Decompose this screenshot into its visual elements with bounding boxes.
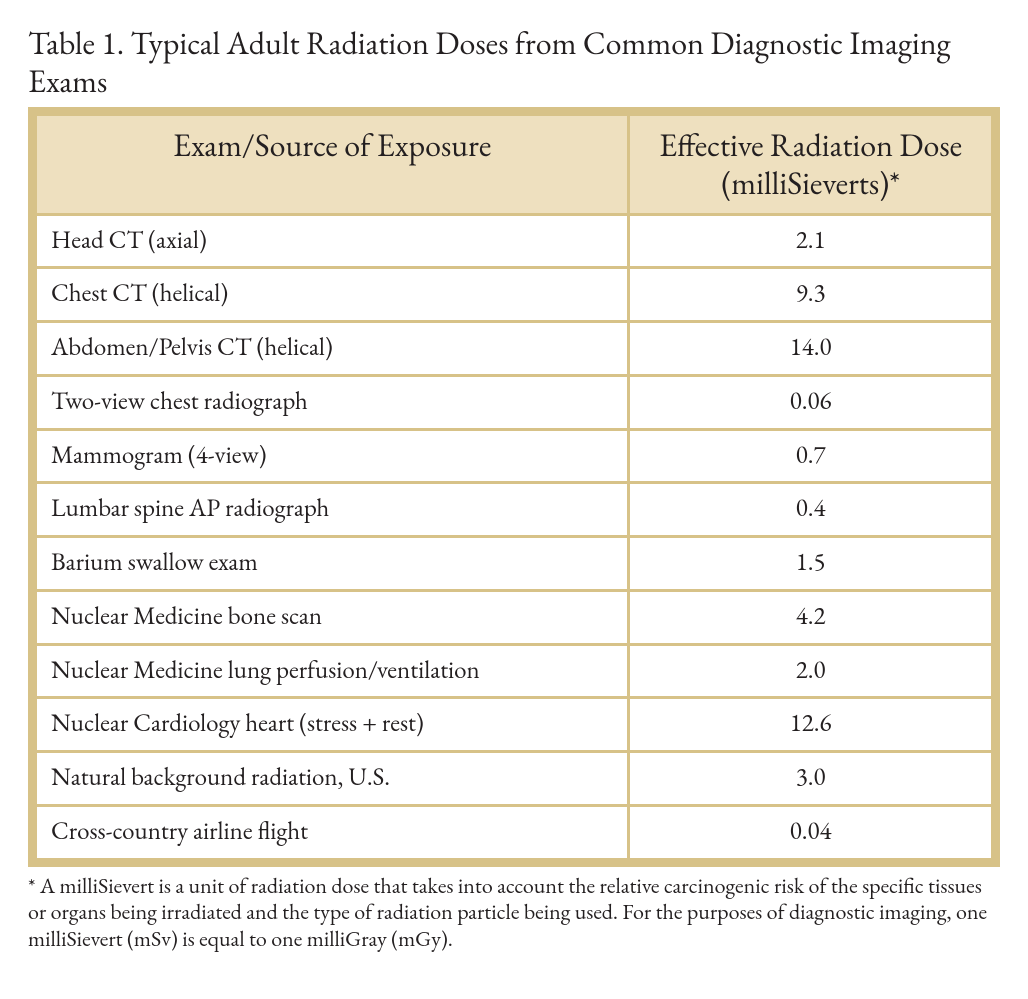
cell-dose: 2.1 bbox=[629, 214, 993, 268]
cell-dose: 3.0 bbox=[629, 752, 993, 806]
table-row: Nuclear Cardiology heart (stress + rest)… bbox=[36, 698, 993, 752]
cell-dose: 0.7 bbox=[629, 429, 993, 483]
cell-exam: Cross-country airline flight bbox=[36, 805, 629, 859]
table-row: Barium swallow exam1.5 bbox=[36, 537, 993, 591]
table-row: Natural background radiation, U.S.3.0 bbox=[36, 752, 993, 806]
cell-exam: Natural background radiation, U.S. bbox=[36, 752, 629, 806]
cell-dose: 0.06 bbox=[629, 375, 993, 429]
cell-exam: Head CT (axial) bbox=[36, 214, 629, 268]
table-row: Lumbar spine AP radiograph0.4 bbox=[36, 483, 993, 537]
cell-exam: Barium swallow exam bbox=[36, 537, 629, 591]
cell-exam: Nuclear Cardiology heart (stress + rest) bbox=[36, 698, 629, 752]
table-title: Table 1. Typical Adult Radiation Doses f… bbox=[28, 24, 1000, 101]
table-footnote: * A milliSievert is a unit of radiation … bbox=[28, 873, 1000, 953]
cell-dose: 12.6 bbox=[629, 698, 993, 752]
table-row: Abdomen/Pelvis CT (helical)14.0 bbox=[36, 322, 993, 376]
table-row: Nuclear Medicine bone scan4.2 bbox=[36, 590, 993, 644]
table-row: Two-view chest radiograph0.06 bbox=[36, 375, 993, 429]
cell-dose: 0.4 bbox=[629, 483, 993, 537]
radiation-dose-table: Exam/Source of Exposure Effective Radiat… bbox=[34, 113, 994, 861]
table-row: Head CT (axial)2.1 bbox=[36, 214, 993, 268]
cell-dose: 2.0 bbox=[629, 644, 993, 698]
table-row: Nuclear Medicine lung perfusion/ventilat… bbox=[36, 644, 993, 698]
cell-exam: Mammogram (4-view) bbox=[36, 429, 629, 483]
table-row: Mammogram (4-view)0.7 bbox=[36, 429, 993, 483]
table-outer-border: Exam/Source of Exposure Effective Radiat… bbox=[28, 107, 1000, 867]
cell-exam: Chest CT (helical) bbox=[36, 268, 629, 322]
cell-dose: 0.04 bbox=[629, 805, 993, 859]
column-header-exam: Exam/Source of Exposure bbox=[36, 114, 629, 214]
column-header-dose: Effective Radiation Dose (milliSieverts)… bbox=[629, 114, 993, 214]
cell-exam: Lumbar spine AP radiograph bbox=[36, 483, 629, 537]
cell-exam: Nuclear Medicine lung perfusion/ventilat… bbox=[36, 644, 629, 698]
cell-exam: Nuclear Medicine bone scan bbox=[36, 590, 629, 644]
cell-exam: Abdomen/Pelvis CT (helical) bbox=[36, 322, 629, 376]
cell-dose: 1.5 bbox=[629, 537, 993, 591]
table-header-row: Exam/Source of Exposure Effective Radiat… bbox=[36, 114, 993, 214]
table-row: Chest CT (helical)9.3 bbox=[36, 268, 993, 322]
cell-dose: 9.3 bbox=[629, 268, 993, 322]
cell-dose: 4.2 bbox=[629, 590, 993, 644]
cell-exam: Two-view chest radiograph bbox=[36, 375, 629, 429]
cell-dose: 14.0 bbox=[629, 322, 993, 376]
table-row: Cross-country airline flight0.04 bbox=[36, 805, 993, 859]
